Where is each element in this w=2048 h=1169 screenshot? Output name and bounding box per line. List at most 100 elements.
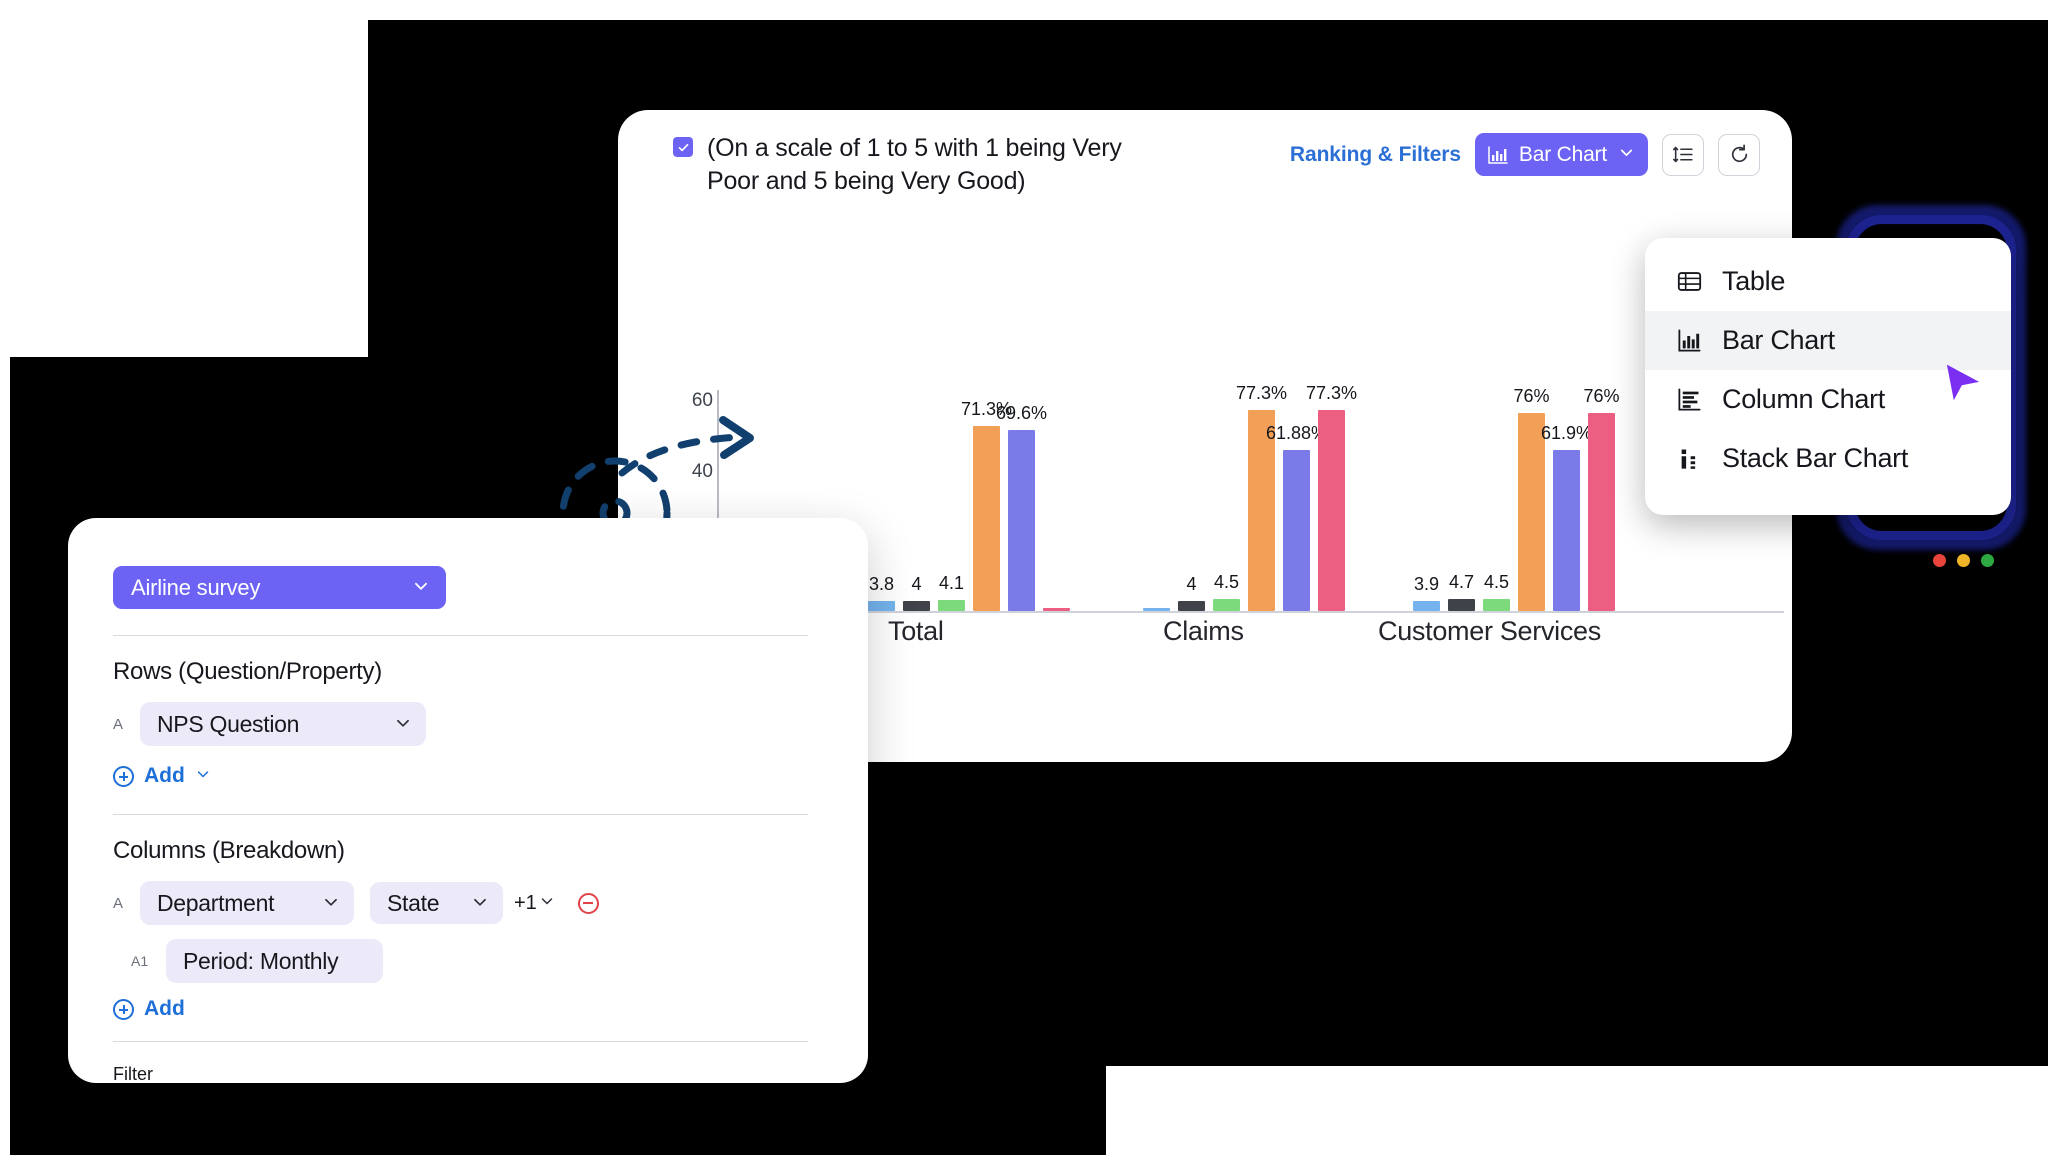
y-axis-line xyxy=(717,390,719,645)
bar[interactable]: 4 xyxy=(903,574,930,611)
chevron-down-icon xyxy=(1618,143,1635,167)
menu-item-label: Bar Chart xyxy=(1722,325,1835,355)
columns-field-two-value: State xyxy=(387,889,440,916)
group-category-label: Total xyxy=(888,616,944,646)
plus-circle-icon xyxy=(113,998,134,1020)
columns-subfield-row: A1 Period: Monthly xyxy=(113,939,808,983)
filter-section-title: Filter xyxy=(113,1064,153,1084)
mouse-pointer-icon xyxy=(1946,364,1980,401)
columns-field-two-select[interactable]: State xyxy=(370,882,503,924)
bar-value-label: 76% xyxy=(1583,386,1620,407)
bar-value-label: 3.9 xyxy=(1413,573,1440,594)
window-dot-close[interactable] xyxy=(1933,554,1946,567)
remove-circle-icon[interactable] xyxy=(577,892,599,914)
bar-value-label: 61.88% xyxy=(1265,423,1328,444)
columns-subfield-chip[interactable]: Period: Monthly xyxy=(166,939,383,983)
window-dot-minimize[interactable] xyxy=(1957,554,1970,567)
chart-card-header: (On a scale of 1 to 5 with 1 being Very … xyxy=(618,110,1792,200)
window-dots xyxy=(1933,554,1994,567)
columns-subfield-value: Period: Monthly xyxy=(183,947,339,974)
bar[interactable] xyxy=(1043,608,1070,611)
rows-tag: A xyxy=(113,715,124,733)
bar-value-label: 4 xyxy=(1186,573,1197,594)
columns-add-label: Add xyxy=(144,997,185,1020)
window-dot-maximize[interactable] xyxy=(1981,554,1994,567)
bar-value-label: 4.5 xyxy=(1213,572,1240,593)
bar[interactable]: 4.7 xyxy=(1448,572,1475,611)
columns-sub-tag: A1 xyxy=(131,953,149,969)
group-category-label: Claims xyxy=(1163,616,1244,646)
menu-item-column-chart[interactable]: Column Chart xyxy=(1645,370,2011,429)
chart-toolbar: Ranking & Filters Bar Chart xyxy=(1290,133,1760,176)
menu-item-label: Table xyxy=(1722,266,1786,296)
chevron-down-icon xyxy=(322,890,340,917)
bar[interactable]: 61.9% xyxy=(1541,423,1592,611)
bar-chart-icon xyxy=(1675,327,1703,355)
question-text: (On a scale of 1 to 5 with 1 being Very … xyxy=(707,134,1122,195)
columns-more-count: +1 xyxy=(514,891,537,914)
table-icon xyxy=(1675,268,1703,296)
columns-section-title: Columns (Breakdown) xyxy=(113,837,345,864)
survey-select-value: Airline survey xyxy=(131,574,261,600)
menu-item-table[interactable]: Table xyxy=(1645,252,2011,311)
rows-field-select[interactable]: NPS Question xyxy=(140,702,426,746)
survey-select[interactable]: Airline survey xyxy=(113,566,446,609)
bar-value-label: 4.1 xyxy=(938,573,965,594)
sort-list-button[interactable] xyxy=(1662,133,1704,176)
bar-value-label: 61.9% xyxy=(1540,423,1593,444)
bar-value-label: 77.3% xyxy=(1305,383,1358,404)
plot-area: 60 40 3.8 4 4.1 71.3% 69.6% 4 4.5 77.3% 61.88% 77… xyxy=(618,200,1792,762)
plus-circle-icon xyxy=(113,765,134,787)
bar-chart-icon xyxy=(1488,145,1508,164)
rows-field-value: NPS Question xyxy=(157,710,300,737)
bar[interactable]: 76% xyxy=(1513,386,1550,611)
bar[interactable]: 77.3% xyxy=(1306,383,1357,611)
chevron-down-icon xyxy=(195,764,211,788)
chevron-down-icon xyxy=(471,890,489,917)
bar[interactable]: 61.88% xyxy=(1266,423,1327,611)
bar-value-label: 3.8 xyxy=(868,574,895,595)
sort-list-icon xyxy=(1672,146,1693,163)
chart-type-dropdown-button[interactable]: Bar Chart xyxy=(1474,133,1648,176)
check-icon xyxy=(678,143,688,151)
columns-field-one-value: Department xyxy=(157,889,275,916)
query-builder-panel: Airline survey Rows (Question/Property) … xyxy=(68,518,868,1084)
bar[interactable]: 4.1 xyxy=(938,573,965,611)
bar[interactable]: 4.5 xyxy=(1483,572,1510,611)
bar-group: 3.8 4 4.1 71.3% 69.6% xyxy=(868,399,1070,611)
menu-item-label: Stack Bar Chart xyxy=(1722,443,1909,473)
rows-field-row: A NPS Question xyxy=(113,702,808,746)
bar[interactable]: 77.3% xyxy=(1236,383,1287,611)
bar[interactable]: 71.3% xyxy=(961,399,1012,611)
bar-value-label: 69.6% xyxy=(995,403,1048,424)
rows-section-title: Rows (Question/Property) xyxy=(113,658,382,685)
y-tick-60: 60 xyxy=(691,390,713,411)
bar[interactable]: 3.8 xyxy=(868,574,895,611)
bar[interactable]: 3.9 xyxy=(1413,574,1440,611)
x-axis-baseline xyxy=(626,611,1784,613)
ranking-filters-link[interactable]: Ranking & Filters xyxy=(1289,142,1461,166)
columns-field-one-select[interactable]: Department xyxy=(140,881,354,925)
bar-value-label: 4 xyxy=(911,573,922,594)
chevron-down-icon xyxy=(412,575,430,601)
rows-add-label: Add xyxy=(144,764,185,787)
chevron-down-icon xyxy=(394,711,412,738)
columns-field-row: A Department State +1 xyxy=(113,881,808,925)
bar-value-label: 77.3% xyxy=(1235,383,1288,404)
menu-item-label: Column Chart xyxy=(1722,384,1885,414)
columns-add-button[interactable]: Add xyxy=(113,997,808,1021)
menu-item-stack-bar-chart[interactable]: Stack Bar Chart xyxy=(1645,429,2011,488)
bar-group: 4 4.5 77.3% 61.88% 77.3% xyxy=(1143,383,1357,611)
columns-more-toggle[interactable]: +1 xyxy=(514,892,555,915)
bar[interactable]: 69.6% xyxy=(996,403,1047,611)
divider xyxy=(113,1041,808,1042)
question-checkbox[interactable] xyxy=(673,137,693,157)
bar[interactable]: 4.5 xyxy=(1213,572,1240,611)
bar[interactable]: 4 xyxy=(1178,574,1205,611)
bar[interactable]: 76% xyxy=(1583,386,1620,611)
bar[interactable] xyxy=(1143,608,1170,611)
menu-item-bar-chart[interactable]: Bar Chart xyxy=(1645,311,2011,370)
rows-add-button[interactable]: Add xyxy=(113,764,808,788)
refresh-button[interactable] xyxy=(1718,133,1760,176)
divider xyxy=(113,635,808,636)
